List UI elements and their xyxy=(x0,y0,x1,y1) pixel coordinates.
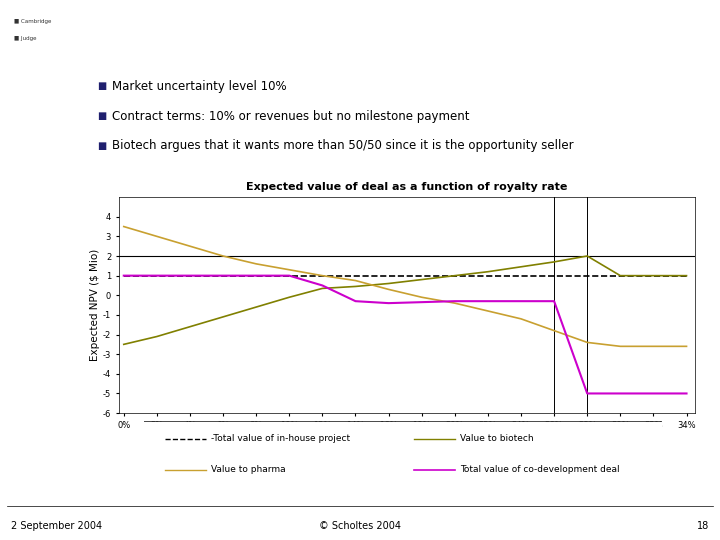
Bar xyxy=(0,0,83,65)
Text: ■: ■ xyxy=(97,111,107,121)
Text: © Scholtes 2004: © Scholtes 2004 xyxy=(319,521,401,531)
Y-axis label: Expected NPV ($ Mio): Expected NPV ($ Mio) xyxy=(90,249,100,361)
FancyBboxPatch shape xyxy=(139,421,667,484)
Text: Value to biotech: Value to biotech xyxy=(460,434,534,443)
Text: ■ Cambridge: ■ Cambridge xyxy=(14,19,52,24)
Text: Total value of co-development deal: Total value of co-development deal xyxy=(460,465,620,474)
Text: ■ Judge: ■ Judge xyxy=(14,36,37,40)
Text: The effect of different royalty rates: The effect of different royalty rates xyxy=(94,22,514,43)
Text: 18: 18 xyxy=(697,521,709,531)
Text: Value to pharma: Value to pharma xyxy=(212,465,286,474)
Text: Contract terms: 10% or revenues but no milestone payment: Contract terms: 10% or revenues but no m… xyxy=(112,110,469,123)
Text: 2 September 2004: 2 September 2004 xyxy=(11,521,102,531)
Text: -Total value of in-house project: -Total value of in-house project xyxy=(212,434,351,443)
Text: Biotech argues that it wants more than 50/50 since it is the opportunity seller: Biotech argues that it wants more than 5… xyxy=(112,139,573,152)
Title: Expected value of deal as a function of royalty rate: Expected value of deal as a function of … xyxy=(246,182,567,192)
Text: ■: ■ xyxy=(97,82,107,91)
X-axis label: Royalty rate: Royalty rate xyxy=(375,433,438,442)
Text: Market uncertainty level 10%: Market uncertainty level 10% xyxy=(112,80,287,93)
Text: ■: ■ xyxy=(97,141,107,151)
